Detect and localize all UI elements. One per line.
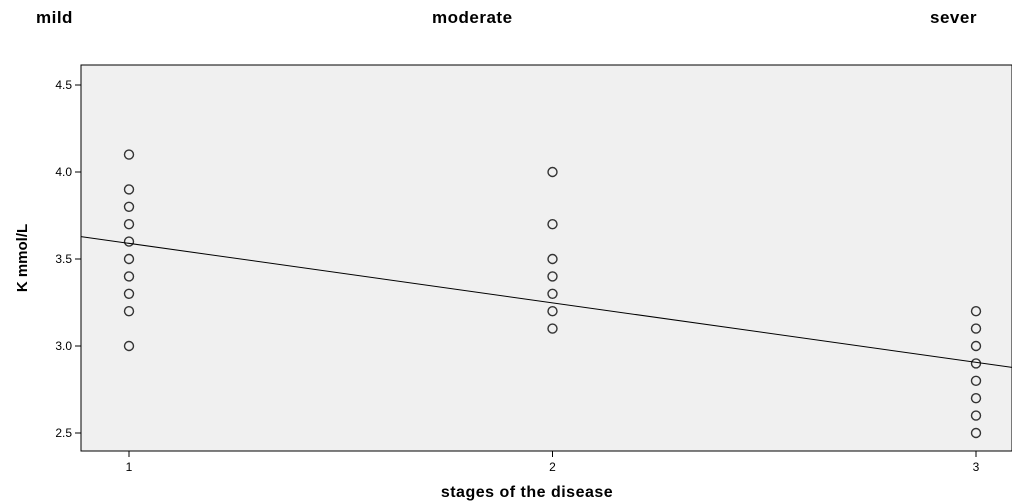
- stage-label-sever: sever: [930, 8, 977, 27]
- data-point: [123, 340, 135, 352]
- stage-label-moderate: moderate: [432, 8, 513, 27]
- data-point: [970, 427, 982, 439]
- y-tick-label: 3.0: [55, 339, 72, 353]
- y-tick-label: 2.5: [55, 426, 72, 440]
- data-point: [547, 166, 558, 178]
- regression-line: [80, 236, 1012, 368]
- x-tick-label: 2: [549, 460, 556, 474]
- data-point: [123, 271, 135, 282]
- data-point: [547, 218, 558, 230]
- data-point: [123, 201, 135, 213]
- x-tick-label: 1: [126, 460, 133, 474]
- x-axis: 1 2 3: [126, 451, 980, 474]
- data-point: [970, 340, 982, 352]
- data-point: [123, 288, 135, 299]
- y-axis-title: K mmol/L: [14, 224, 31, 292]
- data-point: [123, 236, 135, 247]
- y-tick-label: 4.0: [55, 165, 72, 179]
- data-point: [547, 288, 558, 299]
- data-point: [123, 218, 135, 230]
- data-point: [970, 323, 982, 334]
- y-tick-label: 4.5: [55, 78, 72, 92]
- stage-label-mild: mild: [36, 8, 73, 27]
- x-tick-label: 3: [973, 460, 980, 474]
- data-point: [970, 306, 982, 317]
- y-tick-label: 3.5: [55, 252, 72, 266]
- x-axis-title: stages of the disease: [441, 484, 613, 501]
- data-point: [970, 410, 982, 421]
- plot-area: [80, 64, 1012, 452]
- y-axis: 2.5 3.0 3.5 4.0 4.5: [55, 78, 81, 440]
- data-point: [123, 184, 135, 195]
- data-point: [970, 375, 982, 386]
- data-point: [123, 149, 135, 160]
- data-point: [547, 323, 558, 334]
- data-point: [970, 393, 982, 404]
- data-point: [547, 306, 558, 317]
- data-point: [547, 271, 558, 282]
- data-points: [123, 149, 982, 439]
- data-point: [547, 253, 558, 265]
- data-point: [123, 253, 135, 265]
- data-point: [123, 306, 135, 317]
